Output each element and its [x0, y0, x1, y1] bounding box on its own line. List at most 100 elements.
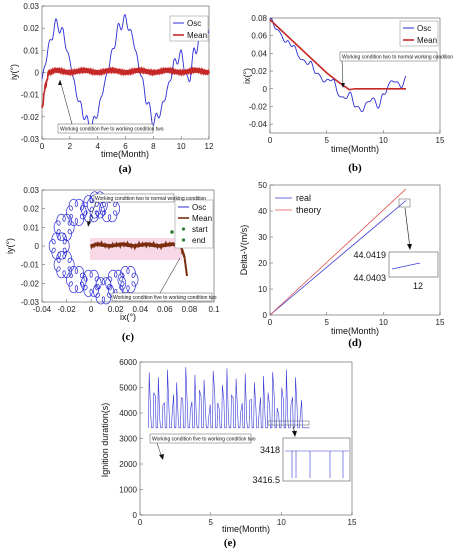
x-tick-label: 5 [208, 518, 213, 527]
panel-a-y-ticks: -0.03 -0.02 -0.01 0 0.01 0.02 0.03 [21, 2, 45, 144]
y-tick-label: -0.02 [21, 113, 40, 122]
panel-c-legend-end: end [192, 236, 205, 245]
panel-b-series-osc [269, 18, 407, 113]
panel-a-annotation: Working condition five to working condit… [57, 79, 164, 134]
x-tick-label: 15 [348, 518, 357, 527]
panel-d-inset-xtick: 12 [413, 281, 423, 291]
y-tick-label: 0 [133, 511, 138, 520]
panel-e-label: (e) [224, 537, 237, 549]
panel-b-label: (b) [348, 162, 362, 174]
panel-b-annotation-text: Working condition two to normal working … [342, 55, 453, 61]
x-tick-label: 4 [95, 142, 100, 151]
x-tick-label: 6 [123, 142, 128, 151]
panel-d-legend-real: real [296, 193, 311, 203]
x-tick-label: 10 [379, 136, 388, 145]
y-tick-label: 0.06 [251, 32, 267, 41]
y-tick-label: -0.01 [21, 91, 40, 100]
panel-c-series-mean [90, 240, 188, 277]
y-tick-label: 0.01 [23, 223, 39, 232]
panel-e-zoom-box [267, 420, 310, 426]
panel-c-annotation-bottom-text: Working condition five to working condit… [113, 295, 217, 301]
panel-e-annotation: Working condition five to working condit… [149, 433, 256, 460]
x-tick-label: -0.04 [33, 305, 52, 314]
panel-c-ylabel: iy(°) [5, 238, 15, 254]
panel-a-legend-mean: Mean [187, 31, 207, 40]
y-tick-label: -0.03 [21, 135, 40, 144]
y-tick-label: 2000 [119, 460, 137, 469]
x-tick-label: 15 [436, 318, 445, 327]
panel-d-inset-ytick-top: 44.0419 [353, 250, 386, 260]
panel-d-chart: 0 5 10 15 0 10 20 30 40 50 time(Month) Delta-V(m… [239, 181, 445, 349]
panel-d-xlabel: time(Month) [331, 326, 379, 336]
y-tick-label: 0.08 [251, 14, 267, 23]
y-tick-label: 0.02 [23, 205, 39, 214]
panel-c-label: (c) [122, 331, 135, 343]
panel-c-chart: -0.04 -0.02 0 0.02 0.04 0.06 0.08 0.1 -0.03 -0.0… [5, 186, 220, 343]
panel-b-legend-mean: Mean [417, 36, 437, 45]
x-tick-label: 0 [138, 518, 143, 527]
x-tick-label: 0.08 [182, 305, 198, 314]
x-tick-label: 2 [68, 142, 73, 151]
y-tick-label: 1000 [119, 486, 137, 495]
panel-a-series-mean [41, 66, 210, 109]
x-tick-label: 0 [40, 142, 45, 151]
panel-a-ylabel: iy(°) [9, 64, 19, 80]
x-tick-label: 10 [177, 142, 186, 151]
y-tick-label: -0.02 [21, 279, 40, 288]
panel-c-legend-start: start [192, 225, 208, 234]
y-tick-label: 6000 [119, 358, 137, 367]
x-tick-label: -0.02 [57, 305, 76, 314]
panel-d-y-ticks: 0 10 20 30 40 50 [258, 181, 273, 320]
panel-b-xlabel: time(Month) [331, 144, 379, 154]
y-tick-label: -0.03 [21, 298, 40, 307]
panel-c-series-osc [48, 191, 139, 305]
y-tick-label: 0 [35, 242, 40, 251]
panel-c-legend-osc: Osc [192, 203, 206, 212]
x-tick-label: 0 [268, 318, 273, 327]
x-tick-label: 10 [277, 518, 286, 527]
x-tick-label: 0.02 [108, 305, 124, 314]
panel-d-legend: real theory [275, 193, 322, 215]
x-tick-label: 15 [436, 136, 445, 145]
panel-e-inset: 3418 3416.5 [252, 420, 351, 485]
panel-b-legend: Osc Mean [399, 20, 439, 47]
x-tick-label: 8 [151, 142, 156, 151]
x-tick-label: 0.06 [157, 305, 173, 314]
panel-e-chart: 0 5 10 15 0 1000 2000 3000 4000 5000 6000 time(Mo… [100, 358, 357, 549]
y-tick-label: 0 [263, 85, 268, 94]
y-tick-label: 0.01 [23, 46, 39, 55]
panel-c-y-ticks: -0.03 -0.02 -0.01 0 0.01 0.02 0.03 [21, 186, 45, 307]
x-tick-label: 0.04 [132, 305, 148, 314]
panel-d-label: (d) [348, 337, 362, 349]
panel-c-annotation-top: Working condition two to normal working … [87, 193, 206, 227]
panel-e-x-ticks: 0 5 10 15 [138, 512, 357, 527]
y-tick-label: -0.04 [249, 120, 268, 129]
y-tick-label: 4000 [119, 409, 137, 418]
panel-a-chart: 0 2 4 6 8 10 12 -0.03 -0.02 -0.01 0 0.01 0.02 0.03 t… [9, 2, 214, 175]
y-tick-label: 0.04 [251, 49, 267, 58]
y-tick-label: 10 [258, 285, 267, 294]
x-tick-label: 0 [89, 305, 94, 314]
panel-e-y-ticks: 0 1000 2000 3000 4000 5000 6000 [119, 358, 143, 520]
x-tick-label: 0.1 [208, 305, 220, 314]
x-tick-label: 10 [379, 318, 388, 327]
panel-c-mean-band [90, 238, 182, 260]
panel-e-inset-ytick-bottom: 3416.5 [252, 475, 280, 485]
panel-d-series-theory [269, 188, 407, 316]
y-tick-label: -0.01 [21, 261, 40, 270]
panel-c-legend: Osc Mean start end [174, 199, 214, 249]
panel-e-ylabel: Ignition duration(s) [100, 403, 110, 478]
panel-d-ylabel: Delta-V(m/s) [239, 225, 249, 276]
y-tick-label: 40 [258, 207, 267, 216]
panel-a-series-osc [41, 14, 210, 134]
panel-a-label: (a) [119, 163, 132, 175]
panel-b-annotation: Working condition two to normal working … [339, 51, 453, 88]
panel-a-legend: Osc Mean [169, 15, 209, 42]
panel-e-inset-box [282, 437, 351, 482]
panel-d-plot-area [269, 184, 441, 316]
panel-a-annotation-text: Working condition five to working condit… [60, 127, 164, 133]
panel-a-legend-osc: Osc [187, 19, 201, 28]
panel-d-inset-ytick-bottom: 44.0403 [353, 273, 386, 283]
panel-c-annotation-top-text: Working condition two to normal working … [95, 196, 206, 202]
panel-a-x-ticks: 0 2 4 6 8 10 12 [40, 136, 214, 151]
